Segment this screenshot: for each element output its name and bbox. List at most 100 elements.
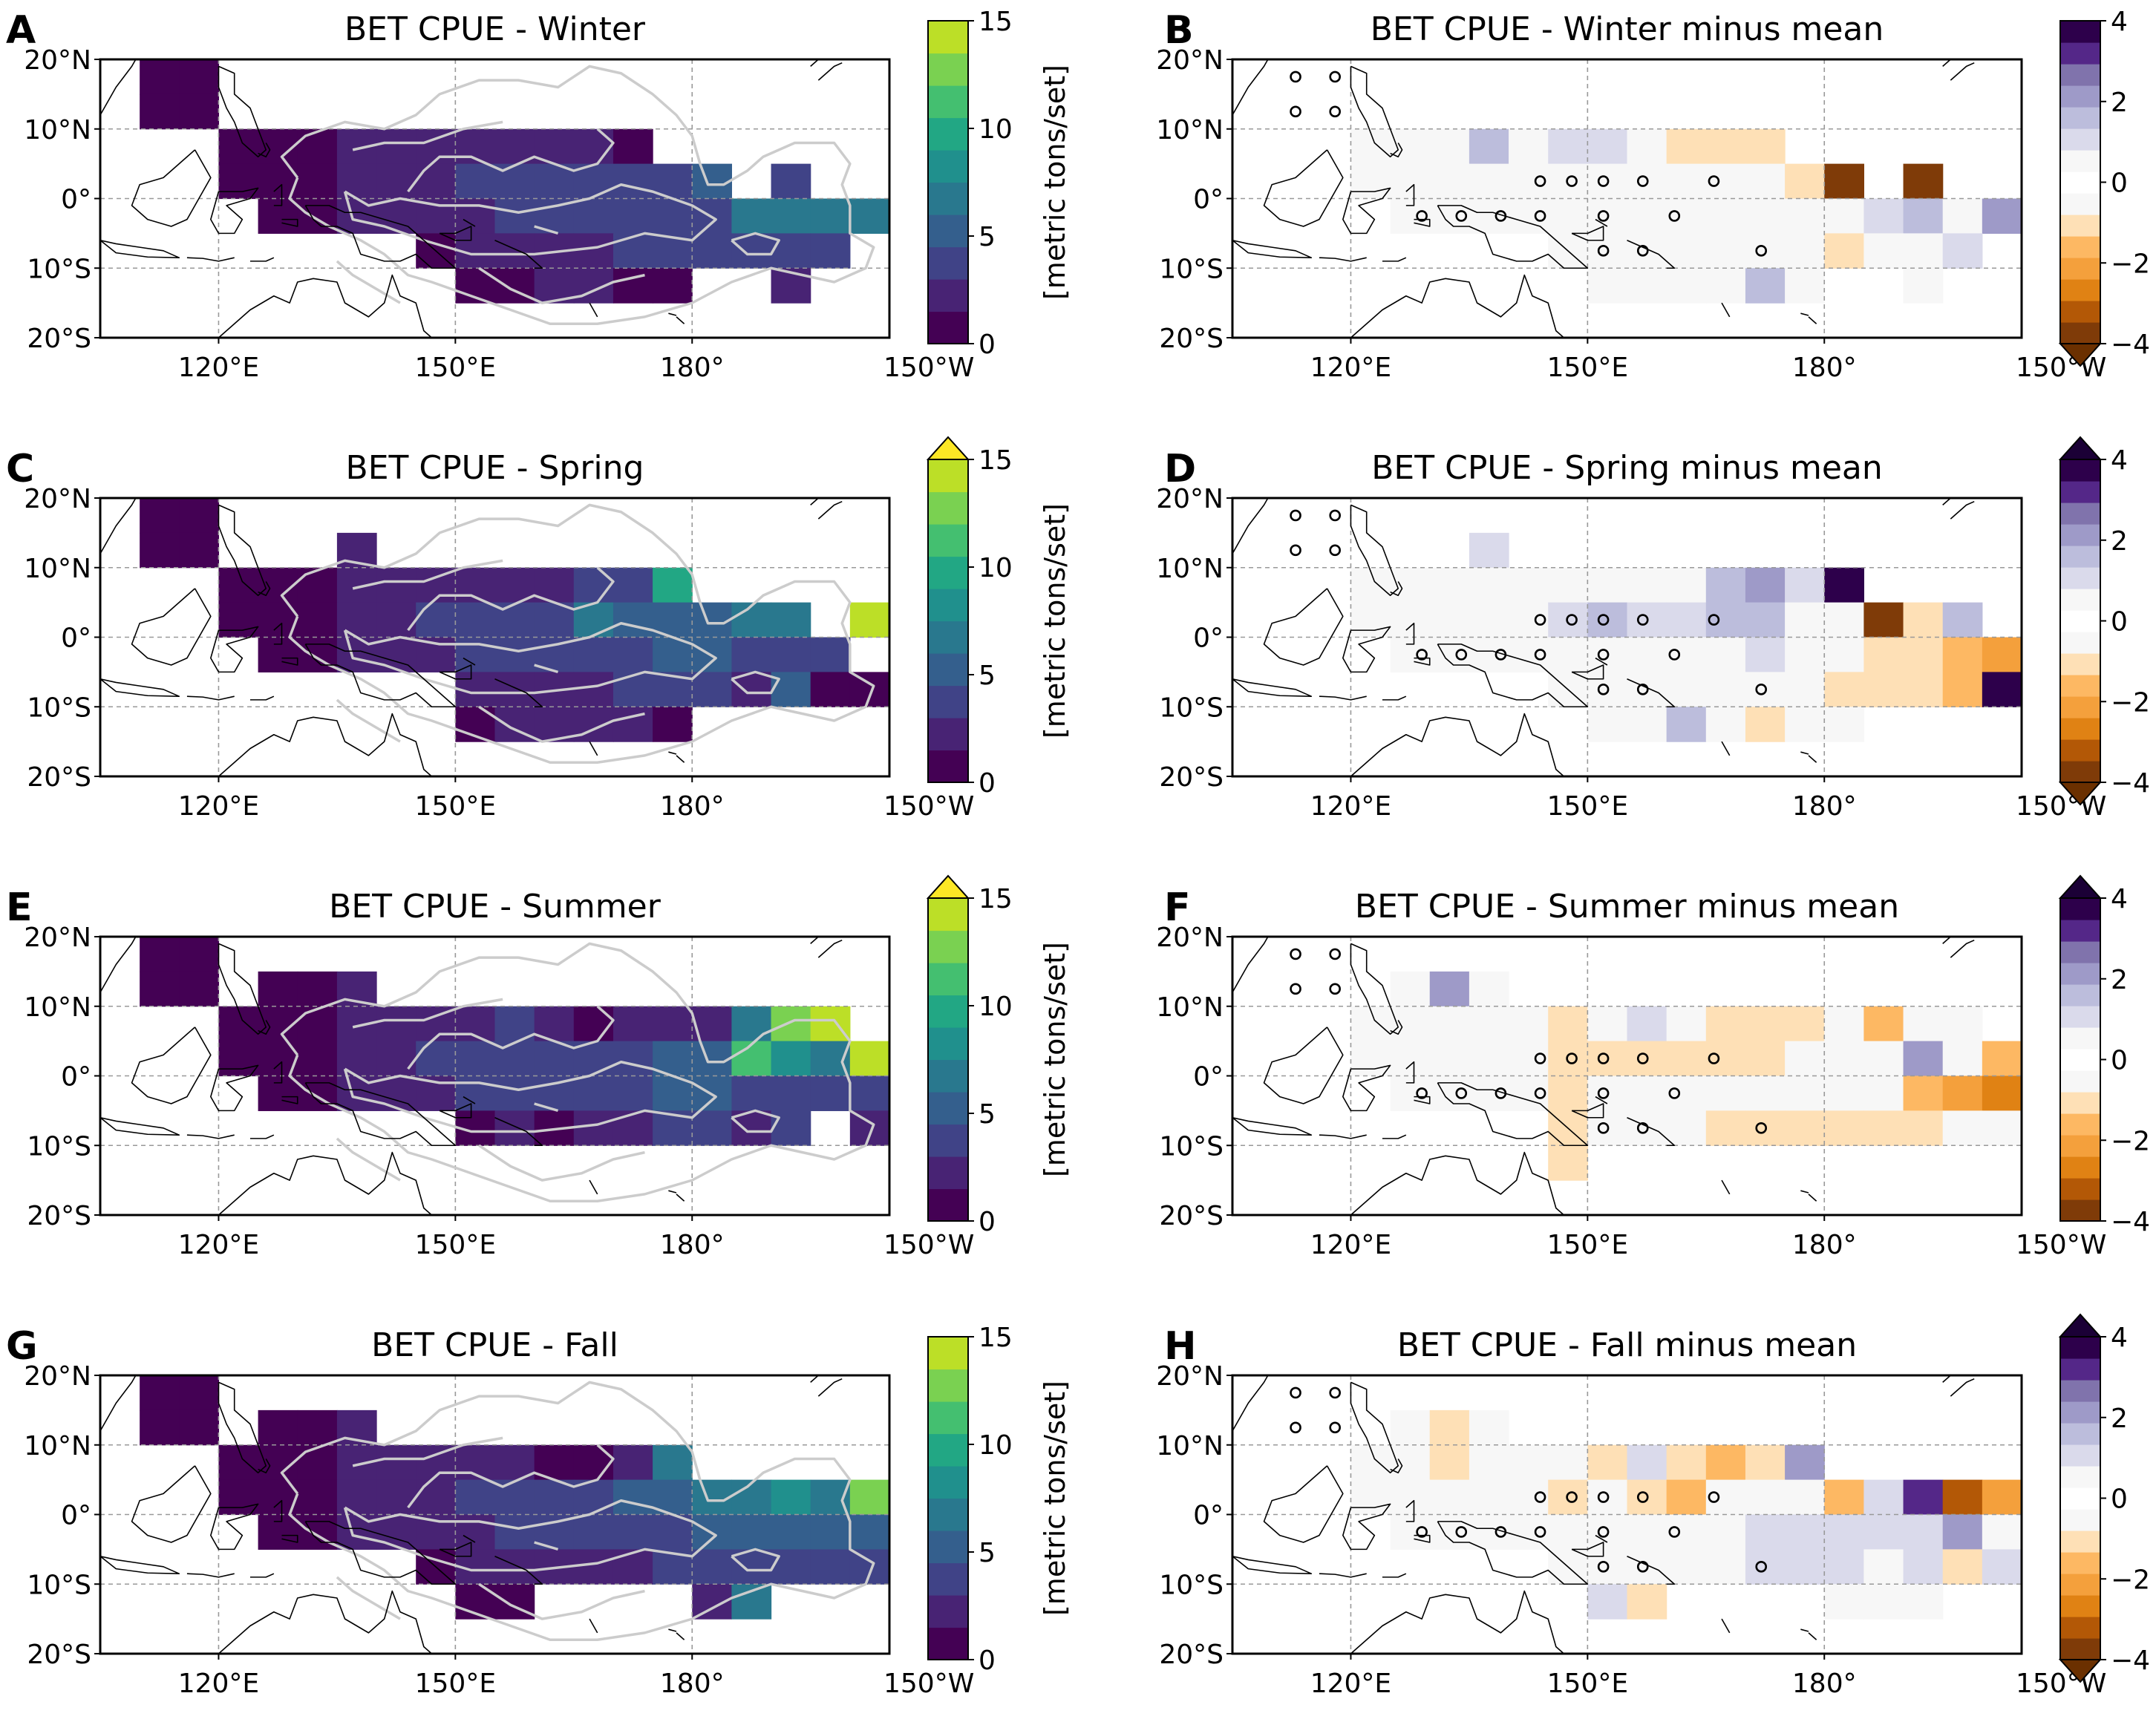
data-cell — [1587, 1584, 1628, 1620]
significance-marker — [1636, 684, 1649, 695]
significance-marker — [1636, 1491, 1649, 1503]
warm-pool-contour — [731, 670, 780, 695]
data-cell — [1982, 198, 2022, 234]
colorbar-segment — [2060, 920, 2100, 942]
y-tick-label: 0° — [61, 1501, 91, 1531]
coastline — [1390, 1458, 1403, 1474]
data-cell — [1627, 567, 1667, 603]
warm-pool-contour — [336, 1576, 401, 1620]
colorbar-tick-label: 2 — [2111, 1404, 2128, 1434]
data-cell — [1390, 602, 1431, 638]
panel-title: BET CPUE - Winter minus mean — [1371, 10, 1884, 48]
x-tick-label: 150°W — [2016, 791, 2106, 822]
panel-d: 120°E 150°E 180° 150°W 20°N 10°N 0° 10°S 20°S BET… — [1156, 436, 2150, 822]
data-cell — [573, 1549, 614, 1585]
data-cell — [612, 1444, 653, 1481]
data-cell — [1469, 532, 1509, 569]
x-tick-label: 180° — [660, 791, 725, 822]
colorbar-tick-label: 0 — [979, 1207, 996, 1237]
colorbar-segment — [928, 85, 968, 119]
data-cell — [1705, 1514, 1746, 1550]
y-tick-label: 20°N — [24, 484, 91, 514]
warm-pool-contour — [343, 183, 717, 256]
significance-marker — [1329, 544, 1341, 557]
y-tick-label: 10°S — [1159, 1131, 1224, 1162]
y-tick-label: 10°S — [27, 1570, 91, 1600]
coastline — [589, 302, 598, 318]
coastline — [1319, 1134, 1367, 1139]
data-cell — [573, 1514, 614, 1550]
coastline — [1950, 1378, 1975, 1397]
coastline — [817, 500, 843, 520]
x-tick-label: 150°W — [883, 1230, 974, 1260]
coastline — [439, 1103, 472, 1119]
coastline — [463, 1096, 476, 1104]
data-cell — [455, 637, 496, 672]
colorbar-segment — [2060, 85, 2100, 108]
data-cell — [1942, 672, 1983, 707]
warm-pool-contour — [478, 1582, 645, 1620]
significance-marker — [1597, 684, 1610, 695]
data-cell — [1627, 1006, 1667, 1042]
colorbar-segment — [2060, 193, 2100, 215]
data-cell — [455, 198, 496, 234]
coastline — [1319, 695, 1367, 701]
data-cell — [1785, 567, 1825, 603]
data-cell — [297, 602, 338, 638]
data-cell — [1785, 1549, 1825, 1585]
data-cell — [1469, 602, 1509, 638]
data-cell — [573, 672, 614, 707]
data-cell — [1903, 1006, 1944, 1042]
data-cell — [810, 233, 851, 269]
data-cell — [179, 1409, 220, 1446]
y-tick-label: 10°N — [24, 1431, 91, 1461]
coastline — [1950, 62, 1975, 81]
coastline — [273, 1061, 283, 1084]
colorbar-segment — [928, 1466, 968, 1499]
data-cell — [1350, 602, 1391, 638]
data-cell — [1509, 1444, 1549, 1481]
data-cell — [1745, 163, 1786, 200]
coastline — [186, 1134, 235, 1139]
data-cell — [218, 1041, 259, 1077]
data-cell — [1350, 567, 1391, 603]
data-cell — [179, 94, 220, 130]
colorbar-segment — [928, 459, 968, 493]
data-cell — [1942, 602, 1983, 638]
data-cell — [1824, 1041, 1864, 1077]
colorbar: 0 5 10 15 [metric tons/set] — [927, 7, 1071, 360]
map-content — [100, 937, 889, 1215]
significance-marker — [1708, 1052, 1720, 1064]
panel-e: 120°E 150°E 180° 150°W 20°N 10°N 0° 10°S 20°S BET… — [6, 874, 1071, 1260]
significance-marker — [1329, 71, 1341, 83]
significance-marker — [1636, 245, 1649, 257]
coastline — [1382, 1573, 1407, 1578]
data-cell — [1666, 1041, 1707, 1077]
data-cell — [494, 1075, 535, 1111]
colorbar-segment — [2060, 21, 2100, 43]
coastline — [1800, 751, 1809, 755]
colorbar-extend-max — [2058, 436, 2103, 460]
data-cell — [1824, 198, 1864, 234]
data-cell — [1390, 1006, 1431, 1042]
coastline — [1232, 1555, 1313, 1574]
colorbar-segment — [2060, 632, 2100, 654]
data-cell — [1587, 567, 1628, 603]
data-cell — [218, 567, 259, 603]
data-cell — [1548, 1075, 1588, 1111]
data-cell — [1745, 707, 1786, 742]
data-cell — [1429, 602, 1470, 638]
coastline — [668, 1628, 677, 1632]
significance-marker — [1636, 1561, 1649, 1573]
data-cell — [1429, 1514, 1470, 1550]
coastline — [676, 755, 685, 763]
significance-marker — [1416, 1526, 1428, 1538]
data-cell — [1705, 672, 1746, 707]
colorbar-segment — [928, 898, 968, 931]
data-cell — [1903, 1041, 1944, 1077]
colorbar-tick-label: 5 — [979, 222, 996, 252]
data-cell — [1350, 163, 1391, 200]
panel-letter: F — [1164, 885, 1191, 930]
data-cell — [297, 163, 338, 200]
data-cell — [1824, 163, 1864, 200]
